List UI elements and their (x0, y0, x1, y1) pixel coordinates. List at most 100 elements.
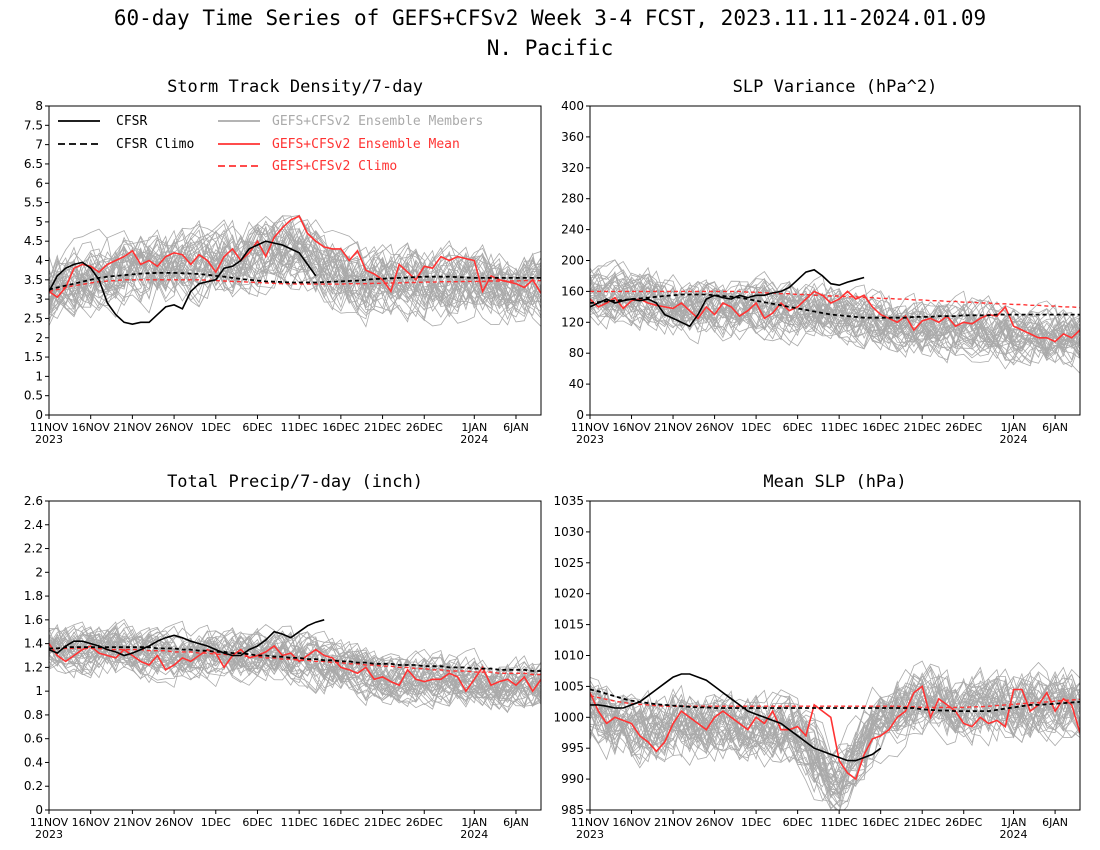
ensemble-member-line (49, 620, 541, 710)
y-tick-label: 1015 (553, 618, 584, 632)
ensemble-member-line (49, 251, 541, 304)
y-tick-label: 6.5 (24, 157, 43, 171)
y-tick-label: 2.6 (24, 494, 43, 508)
x-tick-label: 21DEC (364, 816, 401, 829)
x-tick-label: 11DEC (281, 816, 318, 829)
ensemble-member-line (49, 226, 541, 319)
ensemble-member-line (49, 624, 541, 708)
y-tick-label: 40 (569, 377, 584, 391)
series-gefs-cfsv2-ensemble-mean (590, 290, 1080, 343)
x-year-label: 2023 (576, 433, 604, 446)
x-tick-label: 26NOV (155, 421, 194, 434)
y-tick-label: 2 (35, 565, 43, 579)
x-tick-label: 26DEC (945, 816, 982, 829)
x-tick-label: 1DEC (201, 421, 231, 434)
ensemble-member-line (590, 675, 1080, 802)
x-tick-label: 1JAN (461, 421, 487, 434)
y-tick-label: 1.6 (24, 613, 43, 627)
x-year-label: 2023 (35, 828, 63, 841)
y-tick-label: 240 (561, 223, 584, 237)
y-tick-label: 5.5 (24, 196, 43, 210)
x-tick-label: 6JAN (503, 816, 529, 829)
y-tick-label: 1.4 (24, 637, 43, 651)
x-tick-label: 21NOV (113, 421, 152, 434)
plot-area (590, 660, 1080, 810)
x-tick-label: 21NOV (654, 816, 693, 829)
y-tick-label: 1000 (553, 710, 584, 724)
series-cfsr (590, 268, 865, 328)
y-tick-label: 1.2 (24, 660, 43, 674)
y-tick-label: 0.4 (24, 755, 43, 769)
y-tick-label: 4.5 (24, 234, 43, 248)
y-tick-label: 200 (561, 254, 584, 268)
ensemble-member-line (590, 676, 1080, 786)
x-tick-label: 11NOV (571, 421, 610, 434)
ensemble-member-line (49, 621, 541, 699)
x-tick-label: 6DEC (783, 816, 813, 829)
x-tick-label: 1JAN (1001, 816, 1027, 829)
y-tick-label: 3.5 (24, 273, 43, 287)
x-year-label: 2023 (576, 828, 604, 841)
x-tick-label: 16NOV (612, 816, 651, 829)
ensemble-member-line (590, 677, 1080, 789)
x-tick-label: 16DEC (862, 421, 899, 434)
x-tick-label: 16DEC (322, 421, 359, 434)
x-tick-label: 26NOV (695, 421, 734, 434)
ensemble-member-line (590, 284, 1080, 359)
ensemble-member-line (49, 629, 541, 704)
ensemble-member-line (590, 680, 1080, 795)
series-gefs-cfsv2-climo (590, 695, 1080, 709)
ensemble-member-line (590, 675, 1080, 796)
y-tick-label: 0.5 (24, 389, 43, 403)
x-year-label: 2024 (460, 828, 488, 841)
y-tick-label: 2.4 (24, 518, 43, 532)
panel-title: Mean SLP (hPa) (763, 472, 906, 492)
x-tick-label: 1DEC (741, 816, 771, 829)
y-tick-label: 0 (576, 408, 584, 422)
legend-label-members: GEFS+CFSv2 Ensemble Members (272, 114, 483, 129)
ensemble-member-line (590, 260, 1080, 363)
x-tick-label: 16NOV (72, 421, 111, 434)
y-tick-label: 360 (561, 130, 584, 144)
y-tick-label: 80 (569, 346, 584, 360)
x-tick-label: 11NOV (30, 421, 69, 434)
y-tick-label: 1 (35, 369, 43, 383)
x-tick-label: 1JAN (461, 816, 487, 829)
series-cfsr (49, 619, 325, 657)
series-gefs-cfsv2-ensemble-mean (590, 685, 1080, 781)
y-tick-label: 280 (561, 192, 584, 206)
x-tick-label: 11DEC (821, 816, 858, 829)
y-tick-label: 1.8 (24, 589, 43, 603)
series-gefs-cfsv2-ensemble-mean (49, 215, 541, 299)
y-tick-label: 2.5 (24, 311, 43, 325)
legend-label-cfsr: CFSR (116, 114, 147, 129)
panel-title: Storm Track Density/7-day (167, 77, 423, 97)
plot-area (590, 259, 1080, 374)
series-cfsr-climo (590, 293, 1080, 319)
x-year-label: 2023 (35, 433, 63, 446)
figure-subtitle: N. Pacific (487, 36, 613, 60)
ensemble-member-line (590, 283, 1080, 356)
y-tick-label: 6 (35, 176, 43, 190)
y-tick-label: 1030 (553, 525, 584, 539)
y-tick-label: 2 (35, 331, 43, 345)
y-tick-label: 1035 (553, 494, 584, 508)
x-tick-label: 26DEC (945, 421, 982, 434)
y-tick-label: 0.6 (24, 732, 43, 746)
y-tick-label: 160 (561, 284, 584, 298)
y-tick-label: 1005 (553, 679, 584, 693)
ensemble-member-line (590, 671, 1080, 772)
ensemble-member-line (49, 237, 541, 322)
x-tick-label: 21DEC (904, 421, 941, 434)
y-tick-label: 1 (35, 684, 43, 698)
plot-area (49, 618, 541, 714)
x-tick-label: 11NOV (571, 816, 610, 829)
ensemble-member-line (49, 224, 541, 323)
y-tick-label: 0 (35, 408, 43, 422)
ensemble-member-line (49, 219, 541, 320)
panel-total-precip: Total Precip/7-day (inch)00.20.40.60.811… (24, 472, 542, 841)
ensemble-member-line (590, 680, 1080, 791)
legend: CFSR CFSR Climo GEFS+CFSv2 Ensemble Member… (58, 114, 483, 174)
y-tick-label: 320 (561, 161, 584, 175)
